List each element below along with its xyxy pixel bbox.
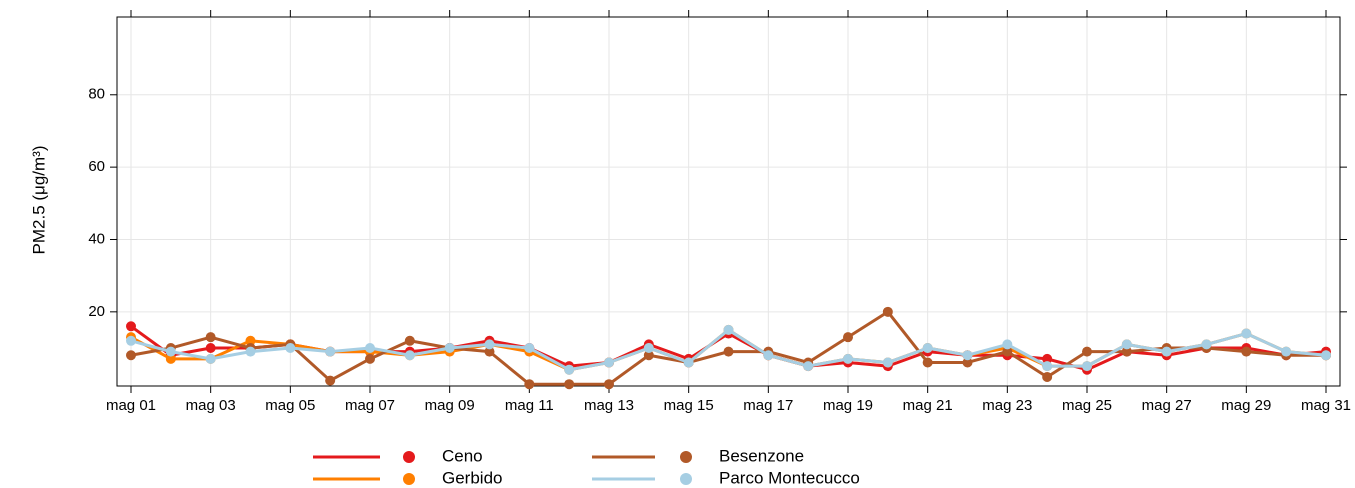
x-tick-label: mag 19 xyxy=(823,397,873,414)
x-tick-label: mag 25 xyxy=(1062,397,1112,414)
legend-point xyxy=(403,451,415,463)
x-tick-label: mag 23 xyxy=(982,397,1032,414)
data-point xyxy=(962,357,973,368)
data-point xyxy=(1042,353,1053,364)
data-point xyxy=(1121,339,1132,350)
x-tick-label: mag 01 xyxy=(106,397,156,414)
x-tick-label: mag 17 xyxy=(743,397,793,414)
data-point xyxy=(1161,346,1172,357)
data-point xyxy=(365,353,375,364)
legend-point xyxy=(403,473,415,485)
data-point xyxy=(484,339,495,350)
x-tick-label: mag 05 xyxy=(265,397,315,414)
plot-frame xyxy=(116,16,1341,387)
x-tick-label: mag 07 xyxy=(345,397,395,414)
data-point xyxy=(763,350,774,361)
data-point xyxy=(643,343,654,354)
data-point xyxy=(325,346,336,357)
y-tick-label: 60 xyxy=(88,158,105,175)
data-point xyxy=(1002,339,1013,350)
data-point xyxy=(723,324,734,335)
data-point xyxy=(922,343,933,354)
data-point xyxy=(962,350,973,361)
data-point xyxy=(1241,346,1252,357)
data-point xyxy=(604,379,614,390)
legend-label: Ceno xyxy=(442,446,483,465)
x-tick-label: mag 13 xyxy=(584,397,634,414)
data-point xyxy=(524,379,535,390)
data-point xyxy=(444,343,455,354)
data-point xyxy=(205,343,216,354)
data-point xyxy=(404,335,415,346)
legend-point xyxy=(680,451,692,463)
data-point xyxy=(803,361,814,372)
legend-point xyxy=(680,473,692,485)
x-tick-label: mag 11 xyxy=(505,397,554,414)
data-point xyxy=(165,353,176,364)
x-tick-label: mag 31 xyxy=(1301,397,1351,414)
data-point xyxy=(564,379,575,390)
data-point xyxy=(1002,346,1013,357)
data-point xyxy=(484,346,495,357)
x-tick-label: mag 03 xyxy=(186,397,236,414)
data-point xyxy=(165,346,176,357)
data-point xyxy=(643,350,654,361)
data-point xyxy=(843,353,853,364)
data-point xyxy=(1201,339,1212,350)
x-tick-label: mag 27 xyxy=(1142,397,1192,414)
data-point xyxy=(1082,346,1092,357)
data-point xyxy=(245,335,256,346)
data-point xyxy=(1321,350,1331,361)
data-point xyxy=(126,321,136,332)
data-point xyxy=(882,306,893,317)
y-tick-label: 80 xyxy=(88,86,105,103)
legend-label: Parco Montecucco xyxy=(719,468,860,487)
data-point xyxy=(245,346,256,357)
data-point xyxy=(843,332,853,343)
data-point xyxy=(1082,361,1092,372)
y-tick-label: 40 xyxy=(88,230,105,247)
data-point xyxy=(365,343,375,354)
x-tick-label: mag 09 xyxy=(425,397,475,414)
data-point xyxy=(604,357,614,368)
legend-label: Besenzone xyxy=(719,446,804,465)
data-point xyxy=(126,335,136,346)
data-point xyxy=(524,343,535,354)
data-point xyxy=(404,350,415,361)
data-point xyxy=(922,357,933,368)
x-tick-label: mag 15 xyxy=(664,397,714,414)
data-point xyxy=(325,375,336,386)
data-point xyxy=(285,343,296,354)
data-point xyxy=(1042,371,1053,382)
data-point xyxy=(882,357,893,368)
x-tick-label: mag 29 xyxy=(1221,397,1271,414)
data-point xyxy=(683,357,694,368)
data-point xyxy=(564,364,575,375)
data-point xyxy=(1241,328,1252,339)
data-point xyxy=(1281,346,1292,357)
data-point xyxy=(1121,346,1132,357)
y-tick-label: 20 xyxy=(88,303,105,320)
data-point xyxy=(723,346,734,357)
y-axis-label: PM2.5 (μg/m³) xyxy=(29,146,48,255)
data-point xyxy=(1042,361,1053,372)
data-point xyxy=(205,332,216,343)
legend-label: Gerbido xyxy=(442,468,502,487)
x-tick-label: mag 21 xyxy=(903,397,953,414)
data-point xyxy=(126,350,136,361)
data-point xyxy=(205,353,216,364)
